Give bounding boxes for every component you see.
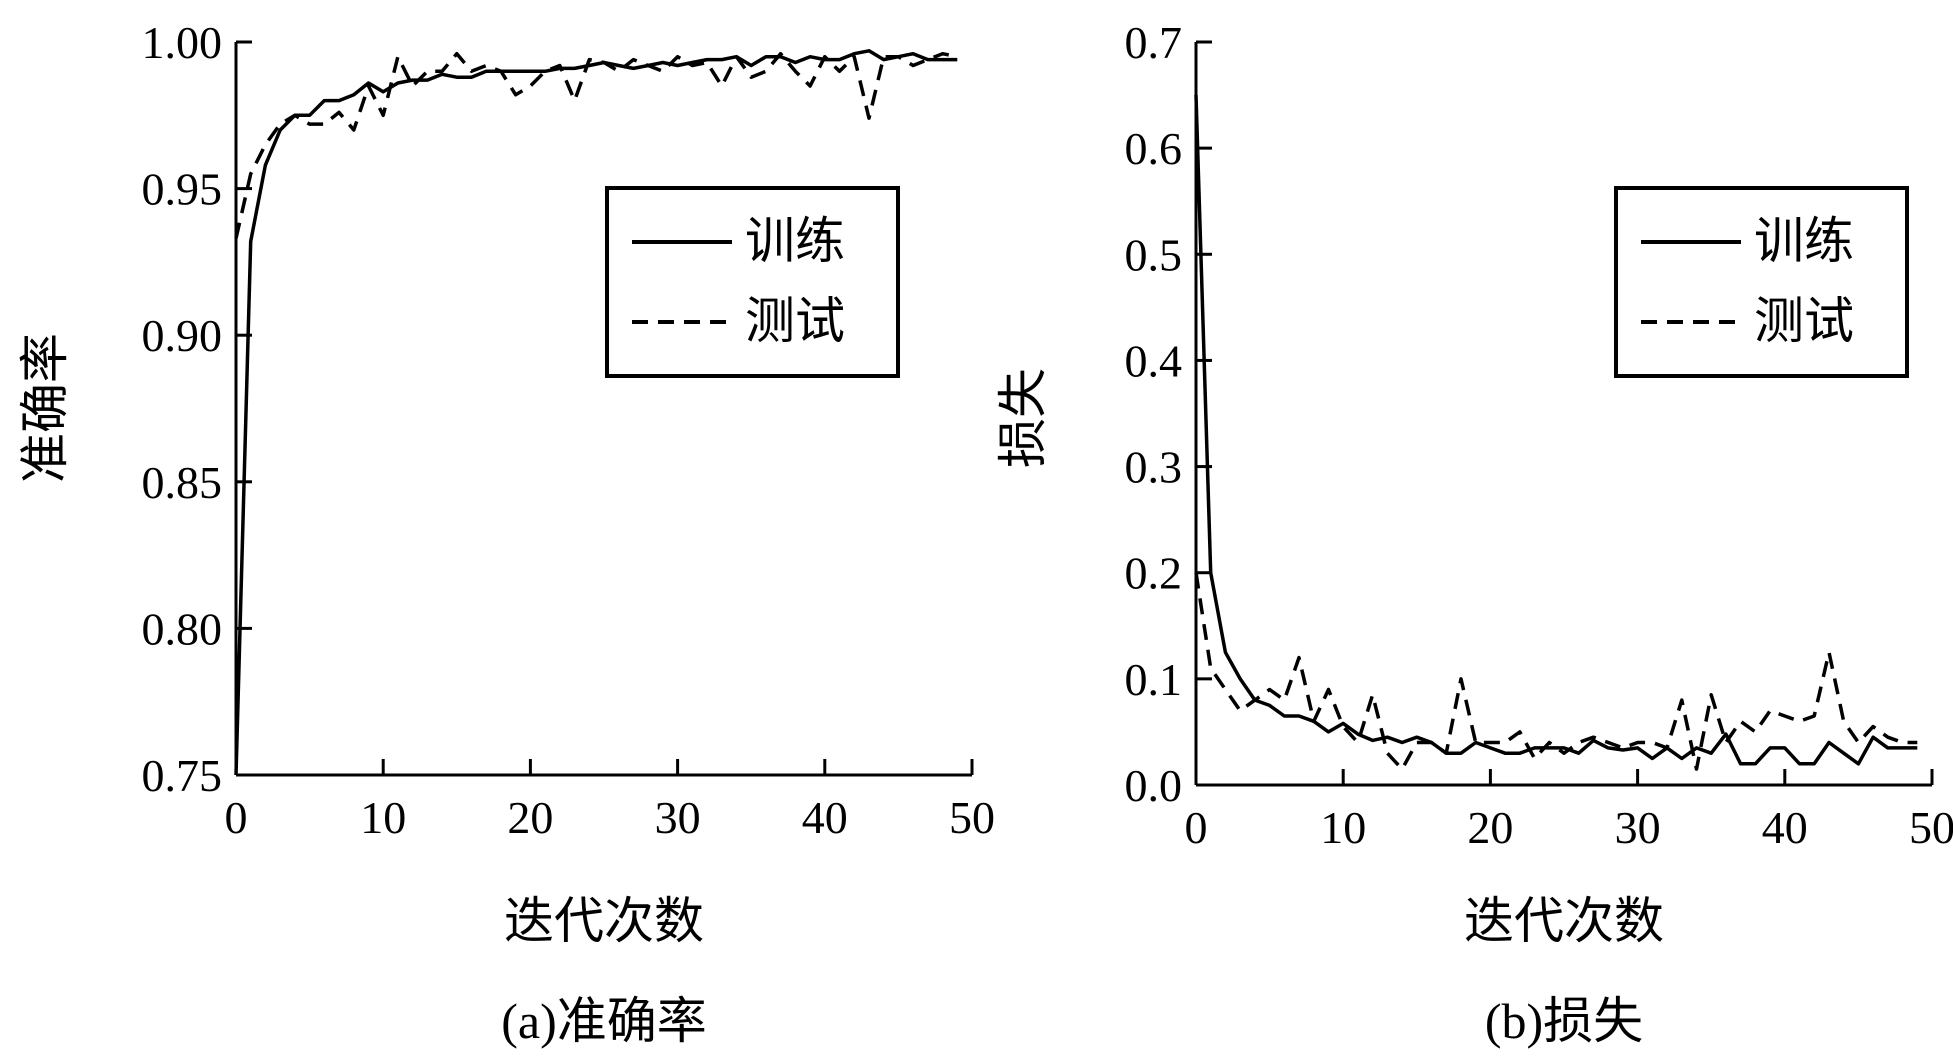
accuracy-series-layer (234, 49, 958, 776)
loss-x-tick-label: 0 (1185, 802, 1208, 853)
loss-y-tick-label: 0.2 (1125, 548, 1183, 599)
loss-legend-train-label: 训练 (1754, 213, 1854, 269)
accuracy-legend-train-label: 训练 (745, 213, 845, 269)
loss-y-tick-label: 0.0 (1125, 760, 1183, 811)
loss-legend: 训练 测试 (1614, 186, 1909, 378)
accuracy-caption: (a)准确率 (501, 993, 707, 1049)
accuracy-y-axis-label: 准确率 (17, 333, 73, 483)
loss-y-tick-label: 0.5 (1125, 229, 1183, 280)
loss-y-tick-label: 0.1 (1125, 654, 1183, 705)
accuracy-x-tick-label: 50 (949, 792, 995, 843)
loss-y-tick-label: 0.4 (1125, 335, 1183, 386)
loss-x-tick-label: 30 (1615, 802, 1661, 853)
accuracy-axes (234, 42, 972, 777)
loss-series-test-line (1194, 572, 1918, 771)
accuracy-legend-box (605, 186, 900, 378)
loss-caption: (b)损失 (1485, 993, 1643, 1049)
loss-y-tick-label: 0.7 (1125, 17, 1183, 68)
accuracy-x-tick-label: 30 (655, 792, 701, 843)
loss-y-axis-label: 损失 (995, 368, 1051, 468)
accuracy-x-tick-label: 40 (802, 792, 848, 843)
accuracy-y-tick-label: 1.00 (142, 17, 223, 68)
loss-x-tick-label: 10 (1320, 802, 1366, 853)
accuracy-chart: 0 10 20 30 40 50 0.75 0.80 0.85 0.90 0.95 1.00 迭代次数… (17, 17, 995, 1049)
accuracy-y-tick-label: 0.85 (142, 457, 223, 508)
accuracy-x-tick-label: 0 (225, 792, 248, 843)
accuracy-x-tick-label: 20 (507, 792, 553, 843)
loss-legend-test-label: 测试 (1754, 293, 1854, 349)
accuracy-y-tick-label: 0.95 (142, 164, 223, 215)
accuracy-series-test-line (234, 51, 958, 239)
loss-series-train-line (1194, 95, 1918, 766)
loss-x-tick-label: 20 (1467, 802, 1513, 853)
accuracy-series-train-line (234, 49, 958, 776)
accuracy-x-axis-label: 迭代次数 (504, 893, 704, 949)
loss-axes (1194, 42, 1932, 787)
accuracy-x-tick-label: 10 (360, 792, 406, 843)
loss-x-axis-label: 迭代次数 (1464, 893, 1664, 949)
accuracy-y-tick-label: 0.75 (142, 750, 223, 801)
loss-x-tick-label: 40 (1762, 802, 1808, 853)
loss-legend-box (1614, 186, 1909, 378)
accuracy-ticks: 0 10 20 30 40 50 0.75 0.80 0.85 0.90 0.95 1.00 (142, 17, 996, 843)
accuracy-y-tick-label: 0.80 (142, 603, 223, 654)
loss-chart: 0 10 20 30 40 50 0.0 0.1 0.2 0.3 0.4 0.5 0.6 0.7 迭代次数… (995, 17, 1953, 1049)
loss-y-tick-label: 0.3 (1125, 442, 1183, 493)
loss-ticks: 0 10 20 30 40 50 0.0 0.1 0.2 0.3 0.4 0.5 0.6 0.7 (1125, 17, 1953, 853)
loss-y-tick-label: 0.6 (1125, 123, 1183, 174)
accuracy-legend: 训练 测试 (605, 186, 900, 378)
loss-series-layer (1194, 95, 1918, 771)
accuracy-legend-test-label: 测试 (745, 293, 845, 349)
accuracy-y-tick-label: 0.90 (142, 310, 223, 361)
loss-x-tick-label: 50 (1909, 802, 1953, 853)
